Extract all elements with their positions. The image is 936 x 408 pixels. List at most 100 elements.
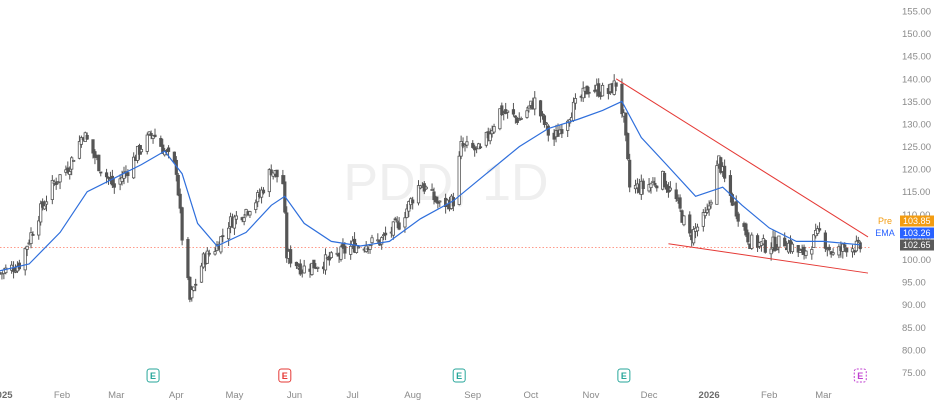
candle[interactable] xyxy=(816,225,820,236)
candle[interactable] xyxy=(242,214,246,226)
candle[interactable] xyxy=(383,226,388,241)
candle[interactable] xyxy=(597,78,601,98)
candle[interactable] xyxy=(827,244,831,252)
candle[interactable] xyxy=(145,132,149,155)
candle[interactable] xyxy=(626,132,630,161)
candle[interactable] xyxy=(506,110,510,119)
earnings-marker[interactable]: E xyxy=(146,368,160,383)
candle[interactable] xyxy=(405,204,409,219)
candle[interactable] xyxy=(118,174,122,191)
ema-series[interactable] xyxy=(0,100,861,272)
trendlines[interactable] xyxy=(615,78,869,274)
candle[interactable] xyxy=(850,244,855,258)
candle[interactable] xyxy=(391,221,395,240)
candle[interactable] xyxy=(192,286,196,292)
candle[interactable] xyxy=(817,222,822,233)
candle[interactable] xyxy=(668,181,672,192)
candle[interactable] xyxy=(17,259,21,271)
candle[interactable] xyxy=(234,211,238,225)
candle[interactable] xyxy=(79,135,83,148)
earnings-marker[interactable]: E xyxy=(278,368,292,383)
candle[interactable] xyxy=(50,175,54,205)
candle[interactable] xyxy=(755,233,760,252)
candle[interactable] xyxy=(641,178,645,195)
candle[interactable] xyxy=(430,183,434,191)
candle[interactable] xyxy=(70,156,74,176)
candle[interactable] xyxy=(180,206,184,246)
candle[interactable] xyxy=(368,244,372,254)
candle[interactable] xyxy=(227,222,231,246)
candle[interactable] xyxy=(810,246,814,260)
candle[interactable] xyxy=(585,85,589,95)
candle[interactable] xyxy=(172,151,176,164)
candle[interactable] xyxy=(97,154,101,172)
candle[interactable] xyxy=(343,242,347,260)
candle[interactable] xyxy=(397,217,401,231)
candle[interactable] xyxy=(858,240,862,253)
candle[interactable] xyxy=(500,102,504,116)
candle[interactable] xyxy=(188,276,192,303)
candle[interactable] xyxy=(688,211,692,237)
candle[interactable] xyxy=(653,177,657,188)
candle[interactable] xyxy=(93,149,97,165)
candle[interactable] xyxy=(248,210,252,218)
candle[interactable] xyxy=(540,111,545,120)
candle[interactable] xyxy=(411,196,415,210)
candle[interactable] xyxy=(662,171,667,188)
candle[interactable] xyxy=(769,242,773,261)
candle[interactable] xyxy=(275,169,279,183)
candle[interactable] xyxy=(777,235,781,254)
candle[interactable] xyxy=(790,241,795,254)
candle[interactable] xyxy=(271,172,275,180)
candle[interactable] xyxy=(120,170,124,186)
candle[interactable] xyxy=(25,245,29,257)
candle[interactable] xyxy=(513,115,517,124)
candle[interactable] xyxy=(544,121,548,130)
candle[interactable] xyxy=(678,194,682,212)
candle[interactable] xyxy=(221,228,225,242)
candle[interactable] xyxy=(515,116,519,125)
candle[interactable] xyxy=(804,250,808,259)
candle[interactable] xyxy=(542,114,547,128)
candle[interactable] xyxy=(744,222,748,238)
candle[interactable] xyxy=(269,164,273,176)
candle[interactable] xyxy=(66,161,70,175)
candle[interactable] xyxy=(178,188,182,214)
candle[interactable] xyxy=(560,123,564,138)
candle[interactable] xyxy=(205,247,209,264)
candle[interactable] xyxy=(538,99,543,123)
earnings-marker[interactable]: E xyxy=(452,368,466,383)
candle[interactable] xyxy=(149,130,153,140)
candle[interactable] xyxy=(41,198,45,211)
candle[interactable] xyxy=(511,102,516,117)
candle[interactable] xyxy=(612,74,616,96)
candle[interactable] xyxy=(614,82,618,92)
candle[interactable] xyxy=(294,261,299,269)
candle[interactable] xyxy=(438,200,442,207)
candle[interactable] xyxy=(587,86,591,98)
candle[interactable] xyxy=(254,199,258,214)
candle[interactable] xyxy=(207,249,211,257)
candle[interactable] xyxy=(153,128,157,138)
candle[interactable] xyxy=(581,81,585,103)
candle[interactable] xyxy=(484,131,488,148)
candle[interactable] xyxy=(335,247,339,257)
candle[interactable] xyxy=(498,108,502,131)
candle[interactable] xyxy=(13,264,18,274)
candle[interactable] xyxy=(746,229,750,245)
candle[interactable] xyxy=(728,170,733,203)
candle[interactable] xyxy=(533,91,537,116)
candle[interactable] xyxy=(488,128,492,145)
candle[interactable] xyxy=(692,226,696,246)
candle[interactable] xyxy=(436,196,440,209)
candle[interactable] xyxy=(31,231,35,236)
trendline-upper[interactable] xyxy=(615,78,869,238)
candle[interactable] xyxy=(852,250,857,256)
candle[interactable] xyxy=(465,135,469,149)
candle[interactable] xyxy=(705,203,709,215)
candle[interactable] xyxy=(831,248,835,256)
candle[interactable] xyxy=(655,185,659,192)
candle[interactable] xyxy=(232,214,237,235)
